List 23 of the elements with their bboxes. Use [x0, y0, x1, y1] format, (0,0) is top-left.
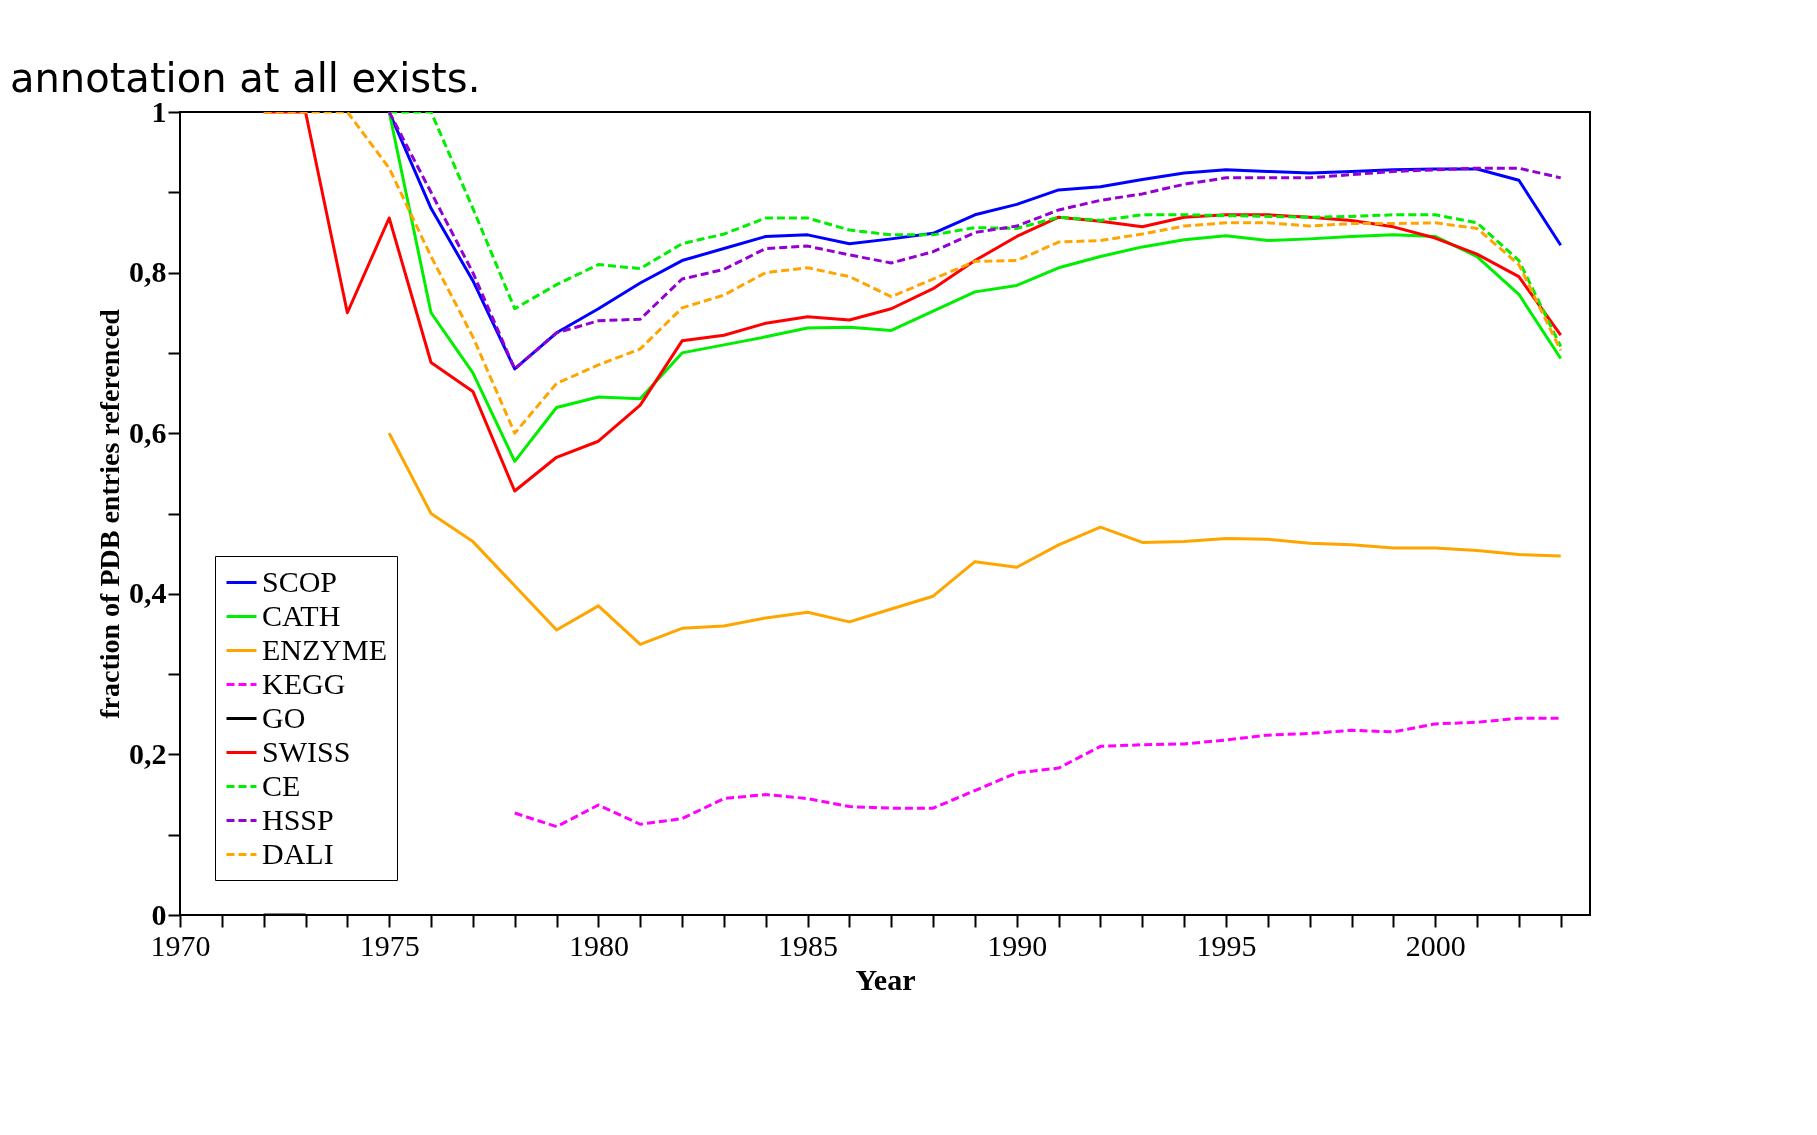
x-tick-label: 1985: [778, 928, 839, 962]
x-tick-label: 1980: [568, 928, 629, 962]
x-tick-label: 1970: [150, 928, 211, 962]
legend-label: KEGG: [262, 666, 346, 700]
y-tick-label: 0,2: [129, 736, 167, 770]
y-axis-title: fraction of PDB entries referenced: [94, 308, 125, 719]
legend-label: HSSP: [262, 802, 334, 836]
legend-label: SCOP: [262, 564, 338, 598]
legend-label: SWISS: [262, 734, 351, 768]
y-tick-label: 0: [151, 897, 167, 931]
y-tick-label: 0,8: [129, 255, 167, 289]
legend-label: DALI: [262, 836, 334, 870]
x-tick-label: 1975: [359, 928, 420, 962]
y-tick-label: 0,6: [129, 415, 167, 449]
legend-label: GO: [262, 700, 306, 734]
legend-label: CATH: [262, 598, 341, 632]
legend-label: ENZYME: [262, 632, 387, 666]
y-tick-label: 0,4: [129, 576, 167, 610]
x-tick-label: 1995: [1196, 928, 1257, 962]
x-tick-label: 2000: [1405, 928, 1466, 962]
legend-label: CE: [262, 768, 301, 802]
x-axis-title: Year: [855, 962, 916, 996]
x-tick-label: 1990: [987, 928, 1048, 962]
